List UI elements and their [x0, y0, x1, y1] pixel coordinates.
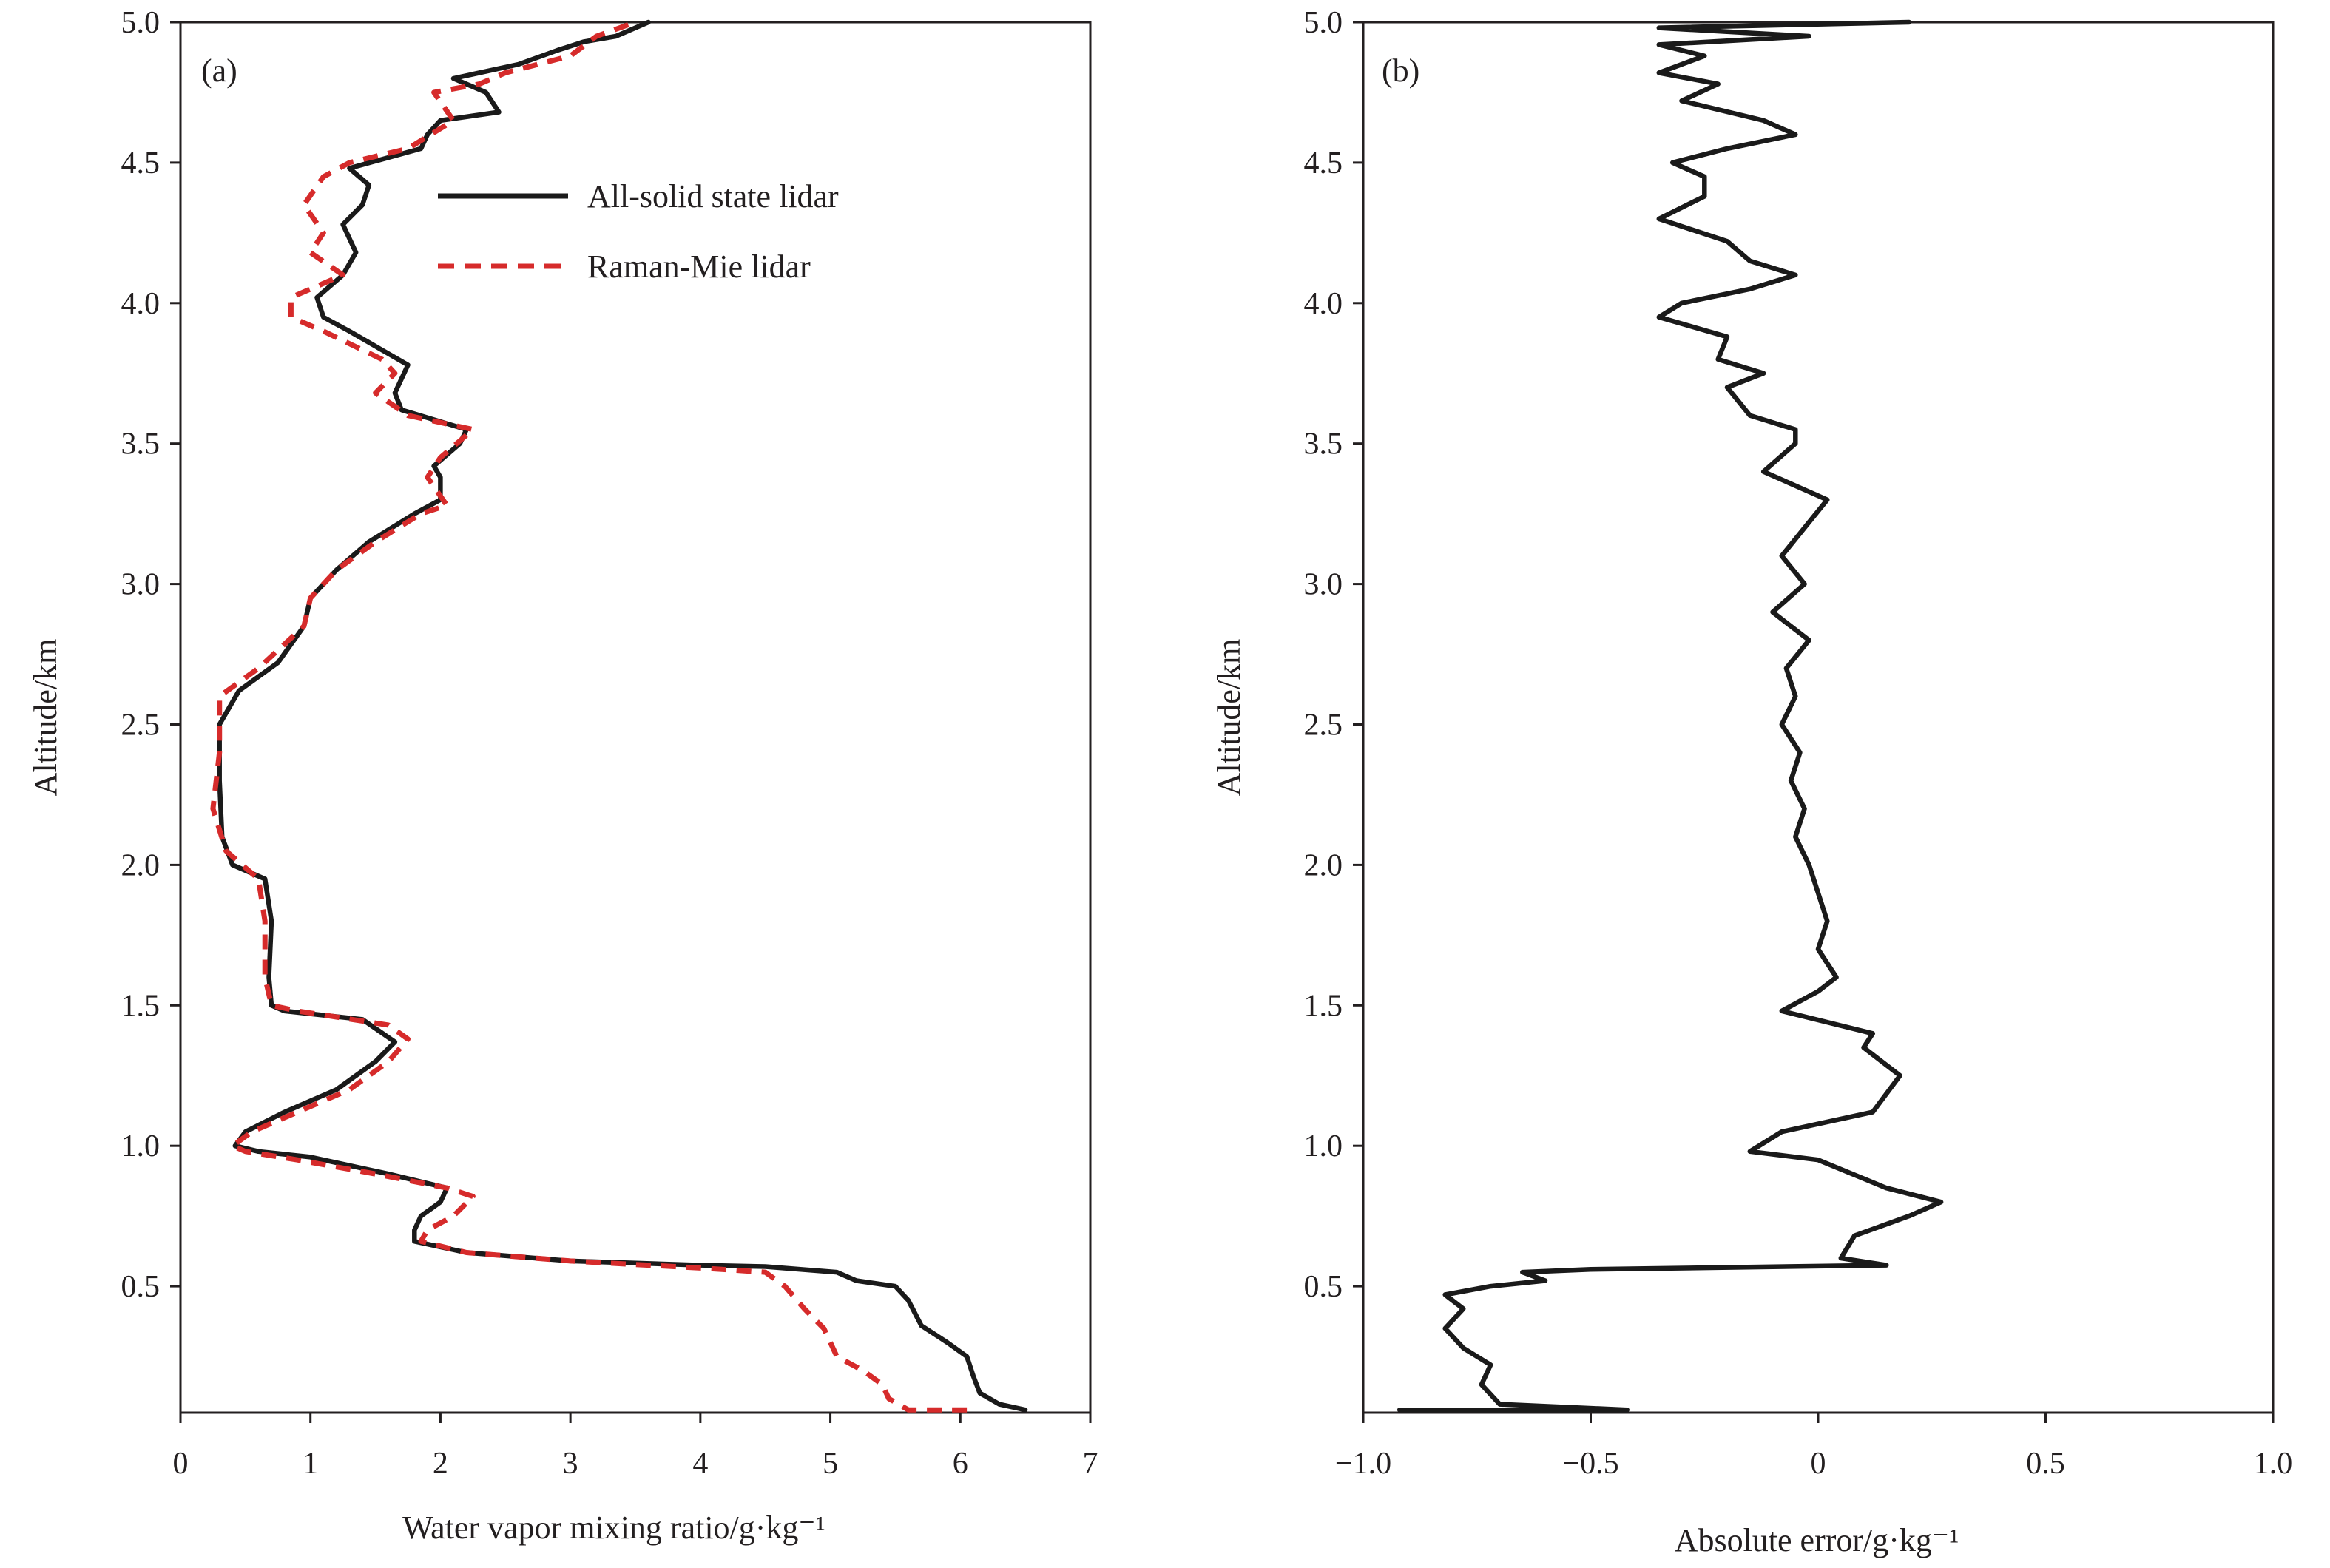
panel-b-y-tick-label: 4.5 — [1304, 146, 1343, 180]
panel-b-label: (b) — [1382, 53, 1419, 89]
panel-a-series-raman-mie-lidar-line — [210, 19, 968, 1413]
panel-b-x-tick-label: 1.0 — [2254, 1447, 2293, 1481]
panel-b-y-tick-label: 2.0 — [1304, 848, 1343, 882]
panel-b-y-tick-label: 4.0 — [1304, 287, 1343, 321]
panel-a-y-tick-label: 3.5 — [121, 428, 161, 462]
panel-b-x-ticks: −1.0 −0.5 0 0.5 1.0 — [1335, 1413, 2292, 1481]
legend-dashed-label: Raman-Mie lidar — [587, 249, 811, 285]
panel-b-y-tick-label: 1.5 — [1304, 989, 1343, 1023]
panel-a-y-tick-label: 4.5 — [121, 146, 161, 180]
panel-b-y-tick-label: 3.0 — [1304, 568, 1343, 602]
panel-b-series-0-line — [1397, 19, 1944, 1413]
panel-a-y-tick-label: 2.0 — [121, 848, 161, 882]
panel-a-y-tick-label: 1.0 — [121, 1129, 161, 1163]
panel-a-x-tick-label: 4 — [692, 1447, 708, 1481]
panel-a-y-tick-label: 5.0 — [121, 6, 161, 40]
panel-a-x-tick-label: 2 — [433, 1447, 448, 1481]
panel-a-x-tick-label: 1 — [303, 1447, 318, 1481]
panel-b: 0.5 1.0 1.5 2.0 2.5 3.0 3.5 4.0 4.5 5.0 −1.0 −0.5 0… — [1211, 6, 2292, 1558]
panel-b-x-tick-label: −0.5 — [1562, 1447, 1618, 1481]
panel-a-plot-frame — [179, 21, 1092, 1414]
panel-a-x-tick-label: 3 — [563, 1447, 578, 1481]
panel-a-y-tick-label: 0.5 — [121, 1270, 161, 1304]
panel-b-y-tick-label: 1.0 — [1304, 1129, 1343, 1163]
panel-a-y-axis-title: Altitude/km — [27, 639, 64, 797]
panel-a-series-all-solid-state-lidar-line — [217, 19, 1028, 1413]
panel-b-plot-frame — [1362, 21, 2275, 1414]
panel-b-y-tick-label: 0.5 — [1304, 1270, 1343, 1304]
panel-b-x-tick-label: 0 — [1811, 1447, 1826, 1481]
legend: All-solid state lidar Raman-Mie lidar — [438, 178, 839, 285]
panel-a-x-tick-label: 6 — [953, 1447, 968, 1481]
panel-b-y-tick-label: 2.5 — [1304, 708, 1343, 742]
panel-a-x-tick-label: 5 — [823, 1447, 838, 1481]
panel-b-series — [1397, 19, 1944, 1413]
legend-solid-label: All-solid state lidar — [587, 178, 839, 214]
panel-a-y-tick-label: 4.0 — [121, 287, 161, 321]
panel-b-x-axis-title: Absolute error/g·kg⁻¹ — [1675, 1522, 1959, 1558]
panel-a-y-tick-label: 3.0 — [121, 568, 161, 602]
panel-a-x-axis-title: Water vapor mixing ratio/g·kg⁻¹ — [402, 1510, 825, 1546]
panel-a-x-tick-label: 7 — [1083, 1447, 1098, 1481]
panel-a-y-tick-label: 2.5 — [121, 708, 161, 742]
panel-b-x-tick-label: −1.0 — [1335, 1447, 1391, 1481]
panel-b-y-axis-title: Altitude/km — [1211, 639, 1247, 797]
panel-b-y-tick-label: 5.0 — [1304, 6, 1343, 40]
panel-b-x-tick-label: 0.5 — [2026, 1447, 2065, 1481]
panel-a-label: (a) — [201, 53, 237, 89]
panel-a-y-ticks: 0.5 1.0 1.5 2.0 2.5 3.0 3.5 4.0 4.5 5.0 — [121, 6, 180, 1304]
panel-b-y-ticks: 0.5 1.0 1.5 2.0 2.5 3.0 3.5 4.0 4.5 5.0 — [1304, 6, 1363, 1304]
panel-a-y-tick-label: 1.5 — [121, 989, 161, 1023]
panel-a-x-ticks: 0 1 2 3 4 5 6 7 — [173, 1413, 1098, 1481]
panel-b-y-tick-label: 3.5 — [1304, 428, 1343, 462]
panel-a-x-tick-label: 0 — [173, 1447, 189, 1481]
panel-a-series — [210, 19, 1028, 1413]
